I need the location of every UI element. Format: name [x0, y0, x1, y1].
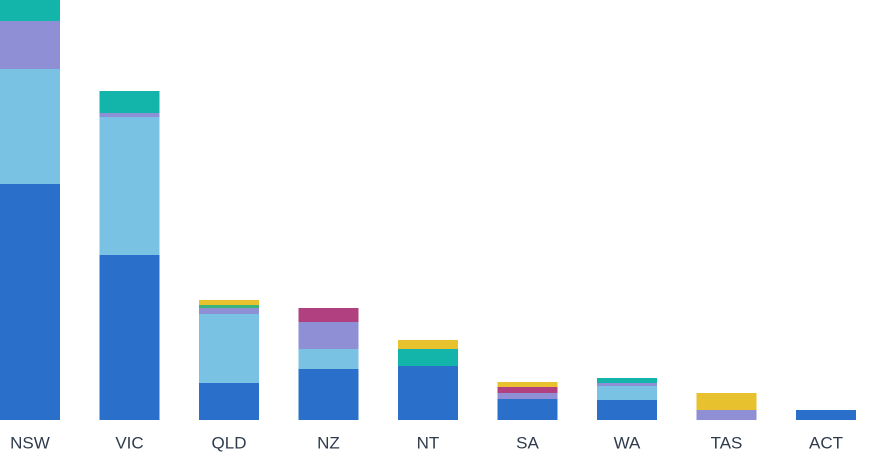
bar-segment [199, 383, 259, 420]
bar-segment [99, 255, 160, 420]
bar-segment [497, 387, 558, 393]
x-tick-label: WA [614, 433, 641, 452]
x-tick-label: VIC [115, 433, 143, 452]
bar-segment [199, 308, 259, 314]
x-tick-label: QLD [212, 433, 247, 452]
bar-segment [597, 400, 657, 420]
bar-segment [597, 378, 657, 383]
bar-segment [199, 314, 259, 383]
bar-segment [497, 399, 558, 420]
x-tick-label: NSW [10, 433, 50, 452]
bar-segment [796, 410, 856, 420]
bar-segment [0, 184, 60, 420]
bar-segment [199, 305, 259, 308]
bar-segment [99, 113, 160, 117]
bar-segment [597, 386, 657, 400]
bar-segment [0, 69, 60, 184]
bar-segment [597, 383, 657, 386]
bar-segment [99, 91, 160, 113]
x-tick-label: TAS [711, 433, 743, 452]
bar-segment [298, 308, 359, 322]
bar-segment [696, 410, 757, 420]
bar-segment [0, 0, 60, 21]
bar-segment [497, 393, 558, 399]
bar-segment [298, 349, 359, 369]
bar-segment [398, 366, 458, 420]
bar-segment [0, 21, 60, 69]
bar-segment [298, 322, 359, 349]
x-tick-label: NZ [317, 433, 340, 452]
x-tick-label: NT [417, 433, 440, 452]
bar-segment [398, 349, 458, 366]
bar-segment [497, 382, 558, 387]
bar-segment [398, 340, 458, 349]
x-tick-label: ACT [809, 433, 843, 452]
bar-segment [696, 393, 757, 410]
bar-segment [99, 117, 160, 255]
bar-segment [298, 369, 359, 420]
x-tick-label: SA [516, 433, 539, 452]
bar-segment [199, 300, 259, 305]
